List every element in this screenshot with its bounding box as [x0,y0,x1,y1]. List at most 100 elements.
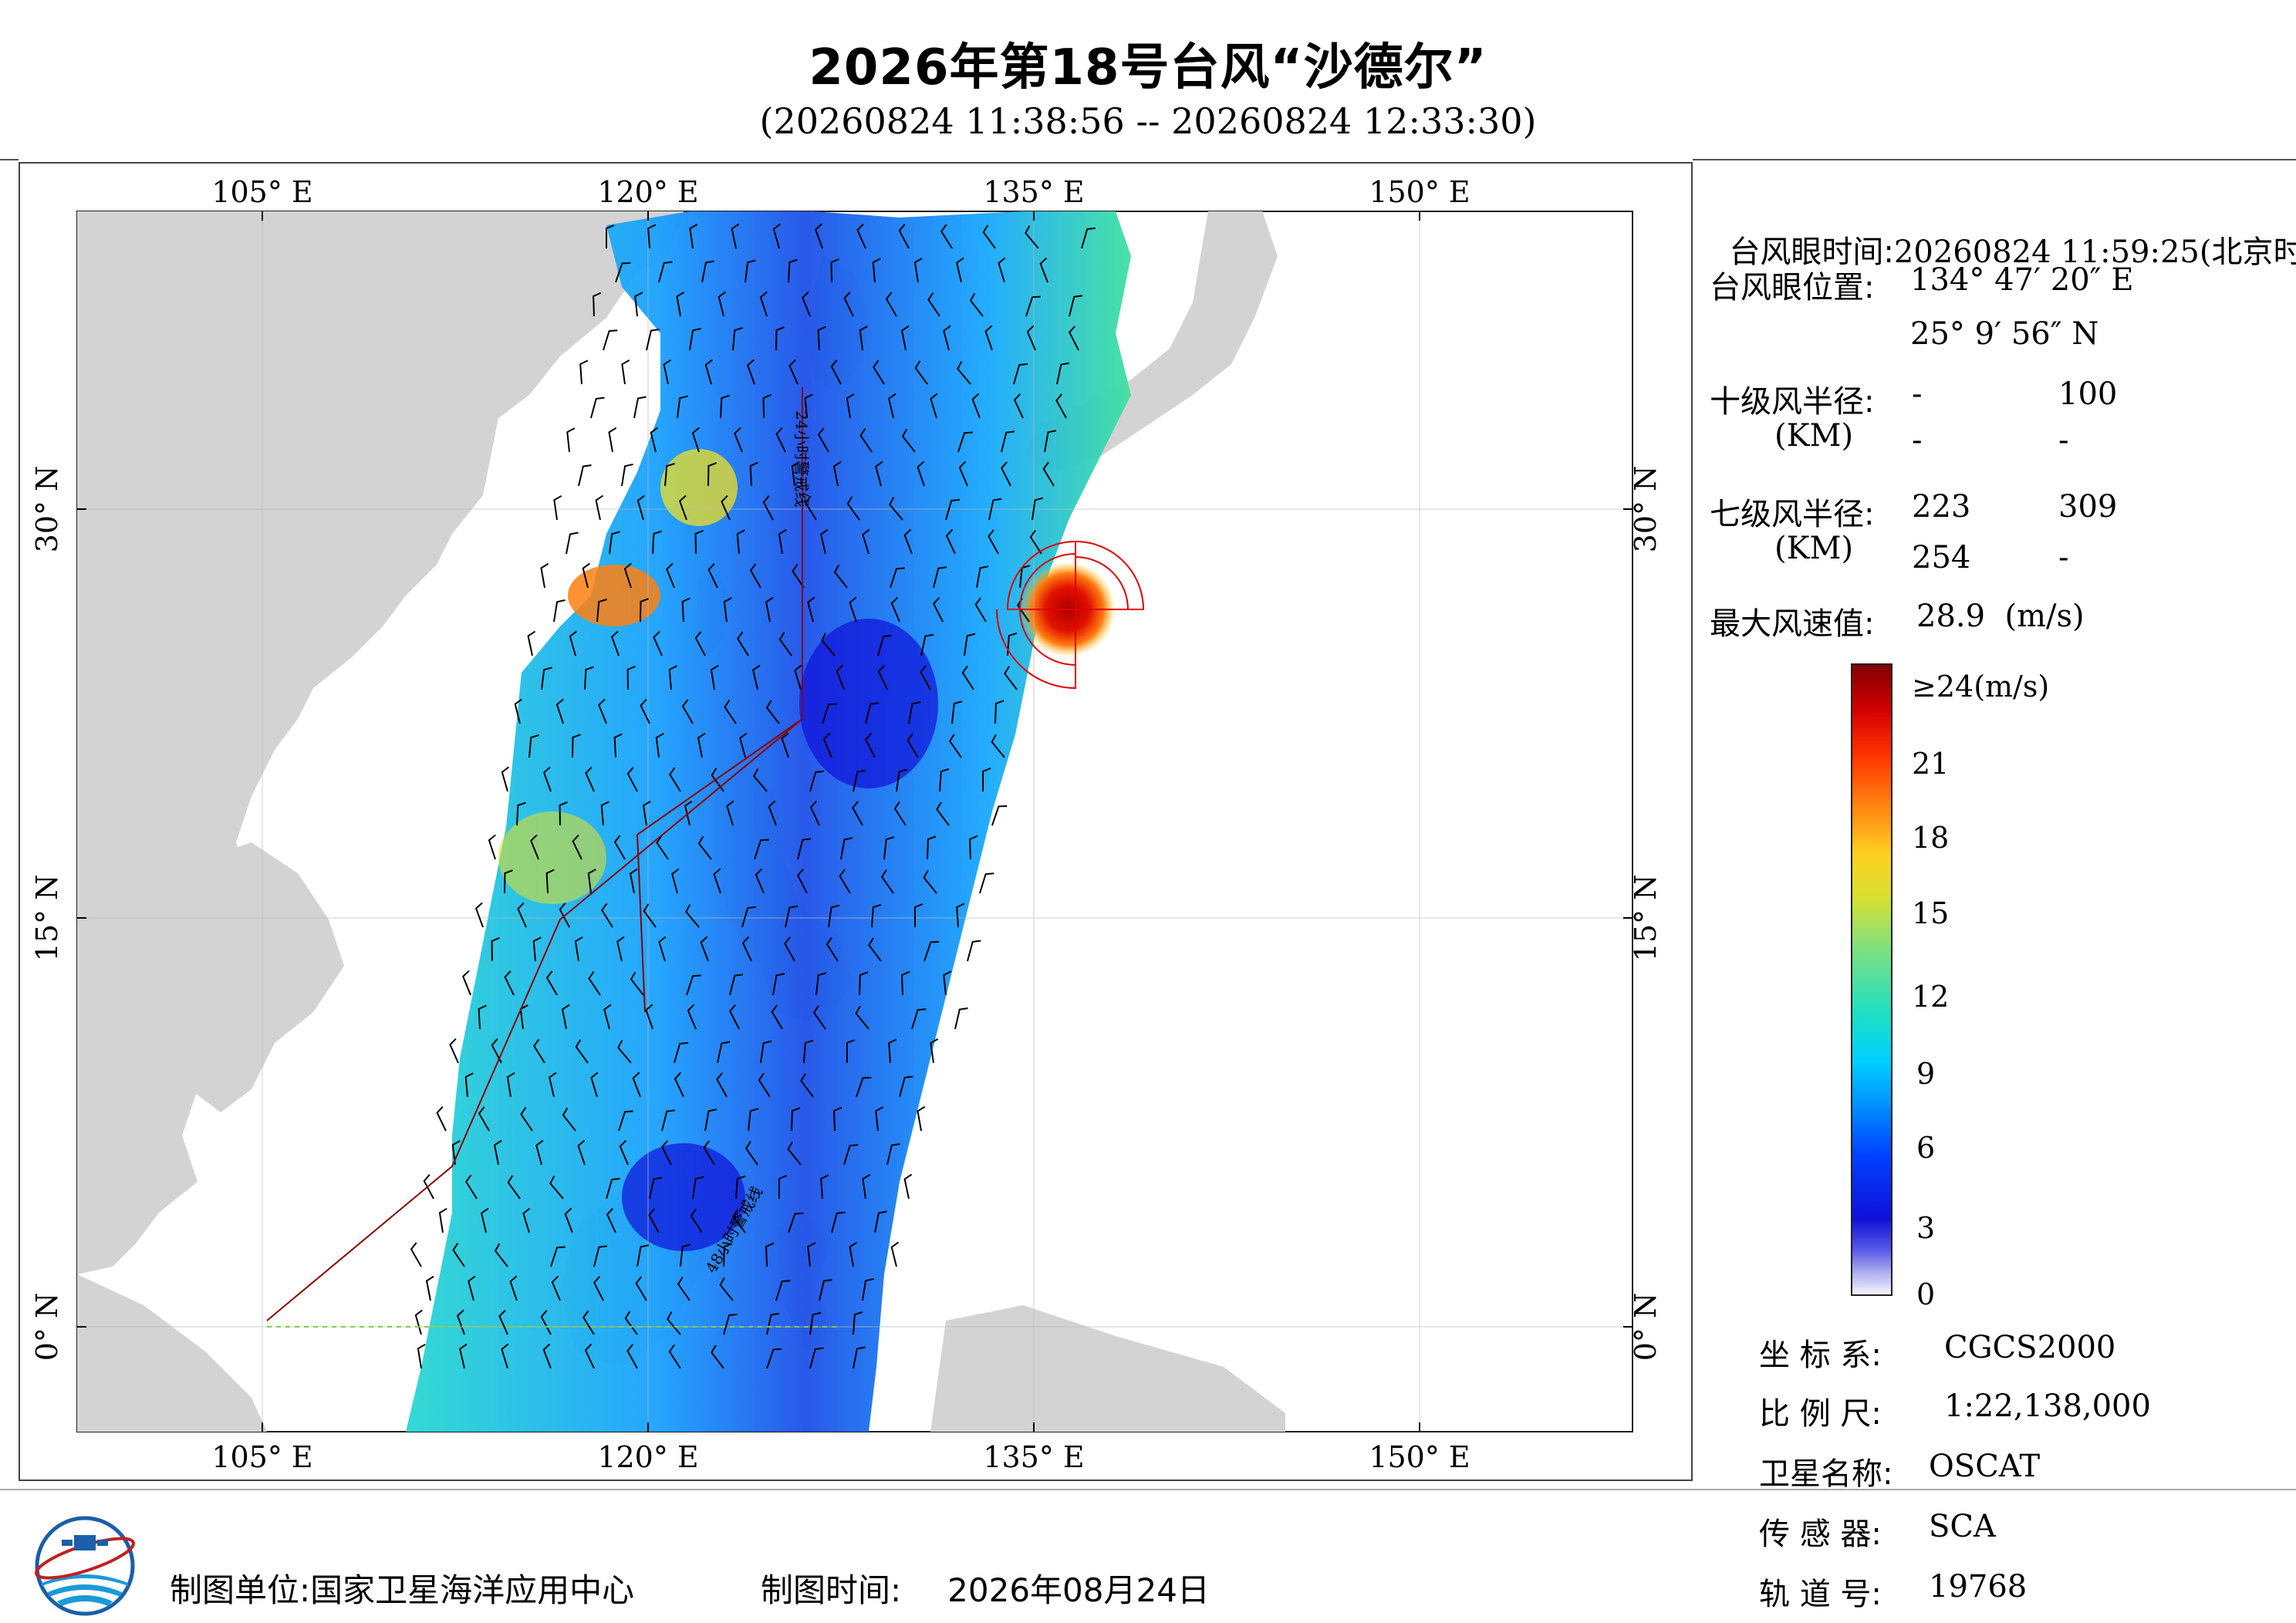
header-divider-right [1693,159,2296,160]
wind-barb [948,734,962,758]
wind-barb [859,326,868,351]
wind-barb [784,936,795,962]
footer-org-label: 制图单位: [170,1571,311,1609]
wind-barb [903,528,913,555]
wind-barb [681,597,690,623]
wind-barb [788,1212,804,1233]
wind-barb [588,970,601,996]
wind-barb [775,427,786,453]
wind-barb [766,1312,780,1335]
wind-barb [890,1241,900,1267]
wind-barb [681,699,694,724]
wind-barb [542,1343,552,1369]
map-title: 2026年第18号台风“沙德尔” [809,39,1487,96]
wind-barb [896,768,908,792]
wind-barb [735,1175,746,1200]
lon-tick-bottom-105: 105° E [211,1440,312,1474]
wind-barb [821,633,836,656]
wind-barb [700,936,709,962]
wind-barb [646,329,660,351]
wind-barb [481,1207,489,1233]
wind-barb [686,974,701,996]
wind-barb [606,1177,620,1200]
wind-barb [749,563,761,589]
wind-barb [984,325,993,351]
wind-barb [677,1277,690,1301]
wind-barb [930,1038,939,1064]
wind-barb [807,596,815,623]
wind-barb [932,597,944,623]
wind-barb [911,1008,927,1030]
wind-barb [660,1140,672,1166]
r7-value-se: 309 [2058,489,2118,525]
wind-barb [603,329,618,351]
wind-barb [713,868,721,894]
r10-value-nw: - [2058,423,2069,458]
wind-barb [650,427,659,453]
wind-barb [812,1005,826,1030]
wind-barb [687,1004,697,1030]
sensor-label: 传 感 器: [1759,1517,1882,1552]
wind-barb [553,599,566,623]
footer-date: 制图时间: 2026年08月24日 [761,1564,1210,1611]
wind-barb [840,837,853,860]
wind-barb [859,427,873,453]
wind-barb [1004,666,1018,690]
wind-barb [991,805,1008,826]
wind-barb [663,359,672,385]
wind-barb [873,359,885,385]
wind-barb [606,1207,616,1233]
r7-label: 七级风半径: [1710,497,1875,532]
wind-barb [880,869,894,894]
wind-barb [610,630,620,656]
wind-barb [585,766,595,792]
land-sumatra [77,1274,267,1432]
wind-barb [609,531,620,555]
wind-barb [671,868,680,894]
wind-barb [956,257,964,283]
wind-barb [846,393,855,419]
wind-barb [449,1038,459,1064]
wind-barb [771,1004,783,1030]
footer-date-label: 制图时间: [761,1571,902,1609]
wind-barb [1001,430,1015,453]
wind-barb [890,596,900,623]
wind-barb [494,1243,508,1267]
wind-barb [739,732,748,758]
colorbar-label-3: 3 [1916,1211,1936,1245]
wind-barb [859,971,869,996]
wind-barb [1056,362,1070,385]
colorbar-label-6: 6 [1916,1131,1936,1165]
wind-barb [1029,529,1042,555]
wind-barb [852,801,863,826]
wind-barb [796,869,808,894]
wind-barb [930,393,938,419]
wind-barb [703,1140,715,1166]
land-newguinea [930,1305,1285,1432]
wind-barb [504,869,513,894]
wind-barb [762,393,772,419]
wind-barb [956,903,965,928]
wind-barb [668,1344,681,1369]
wind-barb [723,1243,733,1267]
lat-tick-right-0: 0° N [1629,1293,1663,1361]
wind-barb [775,1280,791,1301]
wind-barb [634,292,643,317]
wind-barb [633,396,647,419]
wind-barb [791,1107,801,1132]
wind-barb [864,733,876,758]
wind-map[interactable]: 24小时警戒线 48小时警戒线 105° E 120° E 135° E 150… [20,164,1691,1480]
orbit-value: 19768 [1929,1569,2028,1604]
wind-barb [723,1313,738,1335]
warning-line-48h [266,718,803,1321]
wind-barb [623,562,632,589]
wind-barb [1055,393,1067,419]
wind-barb [451,1140,461,1166]
eye-pos-label: 台风眼位置: [1710,270,1875,305]
map-frame: 24小时警戒线 48小时警戒线 105° E 120° E 135° E 150… [19,162,1693,1481]
wind-barb [877,664,888,690]
lat-tick-left-30: 30° N [30,466,64,553]
wind-barb [1068,326,1079,351]
wind-barb [645,1004,653,1030]
wind-barb [584,666,594,690]
